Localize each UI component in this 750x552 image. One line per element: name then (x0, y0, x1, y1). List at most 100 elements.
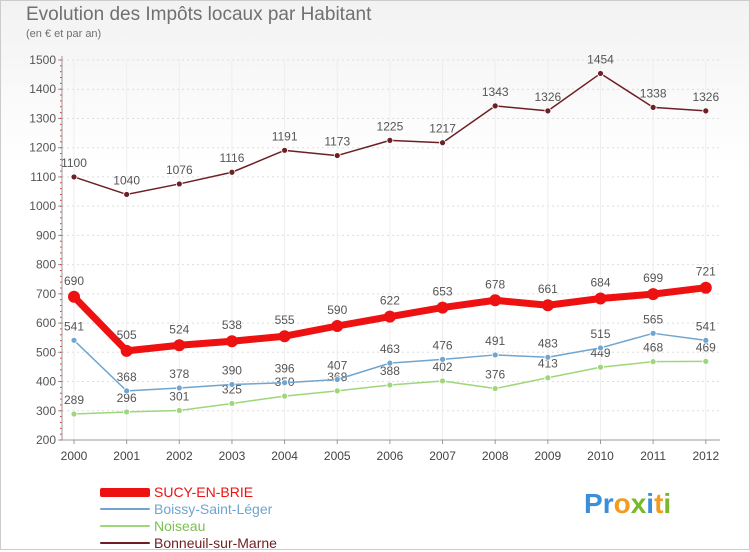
data-point-sucy-en-brie (68, 290, 80, 303)
y-tick-label: 500 (36, 345, 56, 359)
legend-label: Noiseau (154, 518, 206, 534)
legend-label: Bonneuil-sur-Marne (154, 535, 277, 551)
data-point-noiseau (228, 400, 236, 407)
data-label-sucy-en-brie: 661 (538, 282, 558, 296)
data-label-bonneuil-sur-marne: 1040 (113, 173, 140, 187)
x-tick-label: 2010 (587, 449, 614, 463)
x-tick-label: 2012 (692, 449, 719, 463)
data-point-bonneuil-sur-marne (333, 152, 341, 159)
data-point-sucy-en-brie (436, 301, 449, 314)
data-point-bonneuil-sur-marne (175, 180, 183, 188)
data-point-noiseau (439, 377, 446, 385)
y-tick-label: 900 (36, 228, 56, 242)
chart-subtitle: (en € et par an) (26, 28, 102, 40)
data-point-boissy-saint-l-ger (175, 384, 183, 392)
data-point-boissy-saint-l-ger (281, 379, 289, 387)
logo-letter: P (584, 488, 603, 519)
x-tick-label: 2011 (640, 449, 666, 463)
logo-letter: i (646, 488, 655, 519)
x-tick-label: 2000 (61, 449, 88, 463)
data-label-bonneuil-sur-marne: 1225 (377, 119, 404, 133)
logo-letter: r (602, 488, 614, 519)
data-label-bonneuil-sur-marne: 1217 (429, 122, 456, 136)
data-label-noiseau: 468 (643, 341, 663, 355)
x-tick-label: 2008 (482, 449, 509, 463)
data-point-noiseau (649, 358, 657, 366)
data-label-noiseau: 301 (169, 389, 189, 403)
data-point-noiseau (544, 374, 552, 382)
data-point-sucy-en-brie (120, 344, 133, 357)
data-label-noiseau: 469 (696, 340, 716, 354)
data-point-sucy-en-brie (699, 281, 712, 294)
data-point-noiseau (333, 387, 341, 395)
data-point-sucy-en-brie (647, 288, 660, 301)
data-label-boissy-saint-l-ger: 476 (433, 338, 453, 352)
y-tick-label: 1100 (30, 170, 56, 184)
data-label-sucy-en-brie: 678 (485, 277, 505, 291)
data-label-noiseau: 325 (222, 382, 242, 396)
data-label-bonneuil-sur-marne: 1076 (166, 163, 193, 177)
data-point-noiseau (175, 407, 183, 414)
data-label-boissy-saint-l-ger: 378 (169, 367, 189, 381)
data-label-bonneuil-sur-marne: 1454 (587, 52, 614, 66)
data-point-noiseau (491, 385, 499, 392)
data-point-noiseau (386, 381, 394, 389)
data-label-sucy-en-brie: 590 (327, 303, 347, 317)
data-label-boissy-saint-l-ger: 491 (485, 334, 505, 348)
y-tick-label: 1300 (29, 111, 56, 125)
legend-swatch (100, 508, 150, 510)
x-tick-label: 2002 (166, 449, 193, 463)
data-point-noiseau (702, 357, 710, 365)
y-tick-label: 200 (36, 433, 56, 447)
legend-label: SUCY-EN-BRIE (154, 484, 254, 500)
logo-letter: i (663, 488, 672, 519)
data-label-bonneuil-sur-marne: 1191 (272, 129, 298, 143)
data-point-sucy-en-brie (225, 335, 238, 348)
data-label-sucy-en-brie: 653 (433, 285, 453, 299)
logo-letter: o (613, 488, 631, 519)
data-point-sucy-en-brie (278, 330, 291, 343)
data-point-sucy-en-brie (489, 294, 502, 307)
data-label-bonneuil-sur-marne: 1326 (534, 90, 561, 104)
legend-swatch (100, 542, 150, 544)
data-label-bonneuil-sur-marne: 1343 (482, 85, 509, 99)
data-point-bonneuil-sur-marne (702, 107, 710, 115)
data-label-noiseau: 449 (590, 346, 610, 360)
data-point-sucy-en-brie (383, 310, 396, 323)
data-label-bonneuil-sur-marne: 1100 (61, 156, 87, 170)
data-point-bonneuil-sur-marne (597, 70, 604, 77)
logo-letter: t (654, 488, 664, 519)
data-point-bonneuil-sur-marne (491, 102, 499, 110)
proxiti-logo: Proxiti (584, 488, 671, 520)
data-label-boissy-saint-l-ger: 483 (538, 336, 558, 350)
data-label-boissy-saint-l-ger: 463 (380, 342, 400, 356)
data-label-noiseau: 289 (64, 393, 84, 407)
x-tick-label: 2005 (324, 449, 351, 463)
y-tick-label: 700 (36, 287, 56, 301)
data-point-sucy-en-brie (173, 339, 186, 352)
data-label-bonneuil-sur-marne: 1173 (324, 135, 350, 149)
y-tick-label: 300 (36, 404, 56, 418)
data-point-bonneuil-sur-marne (439, 139, 446, 147)
data-label-bonneuil-sur-marne: 1338 (640, 86, 667, 100)
data-point-sucy-en-brie (331, 320, 344, 332)
data-label-noiseau: 413 (538, 357, 558, 371)
x-tick-label: 2001 (113, 449, 140, 463)
data-label-sucy-en-brie: 505 (117, 328, 137, 342)
data-label-sucy-en-brie: 622 (380, 294, 400, 308)
data-point-noiseau (281, 392, 289, 400)
data-label-boissy-saint-l-ger: 396 (275, 362, 295, 376)
data-label-boissy-saint-l-ger: 368 (117, 370, 137, 384)
logo-letter: x (630, 488, 647, 519)
data-point-bonneuil-sur-marne (281, 146, 289, 154)
x-tick-label: 2006 (377, 449, 404, 463)
legend-swatch (100, 525, 150, 527)
data-label-boissy-saint-l-ger: 541 (696, 319, 716, 333)
data-label-sucy-en-brie: 555 (275, 313, 295, 327)
legend-label: Boissy-Saint-Léger (154, 501, 273, 517)
data-point-noiseau (70, 410, 78, 418)
data-point-boissy-saint-l-ger (649, 329, 657, 337)
data-point-bonneuil-sur-marne (544, 107, 552, 115)
data-point-boissy-saint-l-ger (333, 376, 341, 383)
data-point-noiseau (597, 363, 604, 371)
